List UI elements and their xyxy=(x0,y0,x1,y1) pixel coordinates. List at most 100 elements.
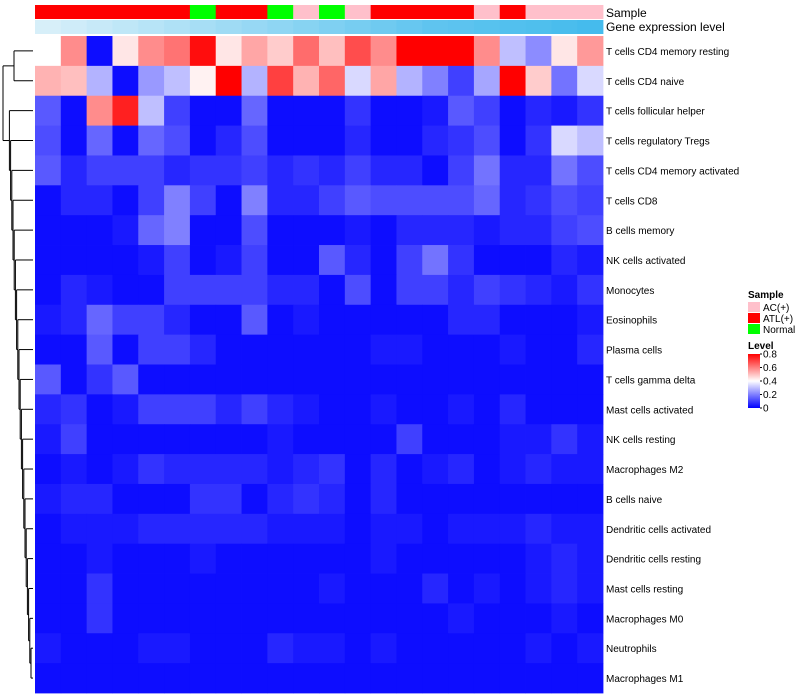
level-tick-label: 0 xyxy=(763,404,769,415)
heatmap-cell xyxy=(215,513,242,545)
heatmap-cell xyxy=(112,185,139,216)
heatmap-cell xyxy=(241,65,268,97)
heatmap-cell xyxy=(551,245,578,276)
heatmap-cell xyxy=(215,603,242,634)
heatmap-cell xyxy=(241,245,268,276)
heatmap-cell xyxy=(396,245,423,276)
heatmap-cell xyxy=(267,274,294,306)
heatmap-cell xyxy=(319,65,346,97)
heatmap-cell xyxy=(215,274,242,306)
heatmap-cell xyxy=(370,95,397,126)
heatmap-cell xyxy=(499,633,526,664)
heatmap-cell xyxy=(138,663,165,694)
heatmap-cell xyxy=(138,65,165,97)
heatmap-cell xyxy=(241,364,268,395)
sample-annotation-label: Sample xyxy=(606,6,647,20)
heatmap-cell xyxy=(112,424,139,455)
heatmap-cell xyxy=(215,215,242,246)
heatmap-cell xyxy=(112,65,139,97)
heatmap-cell xyxy=(293,95,320,126)
heatmap-cell xyxy=(164,125,191,156)
heatmap-cell xyxy=(551,603,578,634)
heatmap-cell xyxy=(525,334,552,365)
heatmap-cell xyxy=(215,633,242,664)
heatmap-cell xyxy=(60,483,88,515)
heatmap-cell xyxy=(138,334,165,365)
heatmap-cell xyxy=(267,125,294,156)
heatmap-cell xyxy=(112,95,139,126)
heatmap-cell xyxy=(422,483,449,515)
heatmap-cell xyxy=(86,155,113,186)
sample-annotation-cell xyxy=(215,5,242,19)
heatmap-cell xyxy=(344,95,372,126)
heatmap-cell xyxy=(241,543,268,574)
heatmap-cell xyxy=(60,245,88,276)
heatmap-cell xyxy=(319,454,346,485)
heatmap-cell xyxy=(35,573,62,604)
heatmap-cell xyxy=(189,65,217,97)
heatmap-cell xyxy=(60,633,88,664)
heatmap-cell xyxy=(215,125,242,156)
heatmap-cell xyxy=(370,633,397,664)
heatmap-cell xyxy=(525,36,552,67)
heatmap-cell xyxy=(293,65,320,97)
heatmap-cell xyxy=(319,215,346,246)
row-label: B cells memory xyxy=(606,226,674,237)
heatmap-cell xyxy=(422,125,449,156)
heatmap-cell xyxy=(35,424,62,455)
heatmap-cell xyxy=(448,454,475,485)
heatmap-cell xyxy=(138,454,165,485)
heatmap-cell xyxy=(473,424,501,455)
heatmap-cell xyxy=(499,125,526,156)
heatmap-cell xyxy=(422,185,449,216)
heatmap-cell xyxy=(370,125,397,156)
heatmap-cell xyxy=(319,483,346,515)
heatmap-cell xyxy=(86,125,113,156)
sample-annotation-cell xyxy=(396,5,423,19)
heatmap-cell xyxy=(241,663,268,694)
heatmap-cell xyxy=(499,483,526,515)
heatmap-cell xyxy=(525,633,552,664)
sample-annotation-cell xyxy=(293,5,320,19)
heatmap-cell xyxy=(35,603,62,634)
heatmap-cell xyxy=(577,215,604,246)
heatmap-cell xyxy=(422,65,449,97)
heatmap-cell xyxy=(551,424,578,455)
heatmap-cell xyxy=(112,364,139,395)
heatmap-cell xyxy=(448,274,475,306)
sample-annotation-cell xyxy=(241,5,268,19)
heatmap-cell xyxy=(215,155,242,186)
heatmap-cell xyxy=(525,573,552,604)
heatmap-cell xyxy=(241,125,268,156)
heatmap-cell xyxy=(293,603,320,634)
heatmap-cell xyxy=(525,304,552,336)
sample-annotation-cell xyxy=(551,5,578,19)
heatmap-cell xyxy=(396,603,423,634)
heatmap-cell xyxy=(189,663,217,694)
heatmap-cell xyxy=(344,603,372,634)
heatmap-cell xyxy=(525,95,552,126)
heatmap-cell xyxy=(319,364,346,395)
heatmap-cell xyxy=(344,394,372,425)
heatmap-cell xyxy=(60,513,88,545)
heatmap-cell xyxy=(112,155,139,186)
heatmap-cell xyxy=(370,304,397,336)
heatmap-cell xyxy=(422,364,449,395)
heatmap-cell xyxy=(448,215,475,246)
heatmap-cell xyxy=(267,334,294,365)
heatmap-cell xyxy=(293,334,320,365)
heatmap-cell xyxy=(448,245,475,276)
heatmap-cell xyxy=(215,245,242,276)
heatmap-cell xyxy=(499,185,526,216)
heatmap-cell xyxy=(112,543,139,574)
heatmap-cell xyxy=(525,125,552,156)
heatmap-cell xyxy=(112,483,139,515)
heatmap-cell xyxy=(577,454,604,485)
heatmap-cell xyxy=(319,245,346,276)
heatmap-cell xyxy=(138,603,165,634)
heatmap-cell xyxy=(215,304,242,336)
heatmap-cell xyxy=(448,304,475,336)
heatmap-cell xyxy=(396,304,423,336)
heatmap-cell xyxy=(35,155,62,186)
row-label: Plasma cells xyxy=(606,346,662,357)
